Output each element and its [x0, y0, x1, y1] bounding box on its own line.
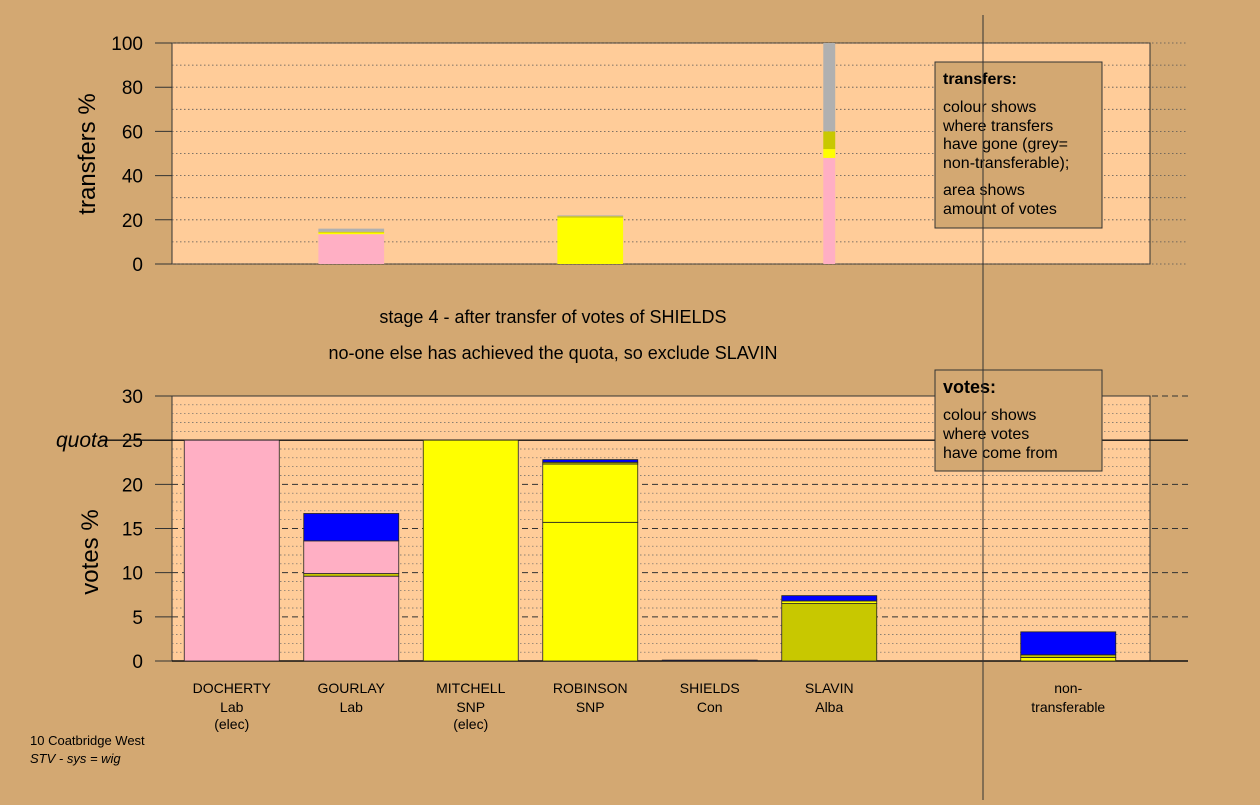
candidate-party: Con [697, 699, 723, 715]
vote-bar-segment [303, 540, 400, 574]
votes-legend-line: have come from [943, 445, 1058, 462]
vote-bar-segment [781, 595, 878, 602]
transfers-tick-label: 40 [122, 167, 143, 188]
vote-bar-segment [661, 659, 758, 662]
candidate-status: (elec) [453, 716, 488, 732]
transfer-bar-segment [318, 228, 385, 232]
transfers-legend-line: non-transferable); [943, 155, 1069, 172]
votes-axis-title: votes % [77, 509, 104, 594]
transfer-bar-segment [823, 149, 836, 158]
candidate-name: GOURLAY [318, 680, 386, 696]
stage-decision: no-one else has achieved the quota, so e… [329, 343, 778, 363]
candidate-name: ROBINSON [553, 680, 628, 696]
vote-bar-segment [542, 521, 639, 662]
votes-tick-label: 10 [122, 564, 143, 585]
vote-bar-segment [303, 513, 400, 542]
candidate-party: SNP [456, 699, 485, 715]
ward-name: 10 Coatbridge West [30, 733, 145, 748]
votes-tick-label: 30 [122, 387, 143, 408]
candidate-name: DOCHERTY [193, 680, 272, 696]
votes-legend-box: votes: colour shows where votes have com… [934, 369, 1103, 472]
votes-legend-line: where votes [942, 426, 1029, 443]
candidate-party: transferable [1031, 699, 1105, 715]
transfer-bar-segment [823, 131, 836, 150]
vote-bar-segment [422, 439, 519, 662]
votes-tick-label: 5 [132, 608, 143, 629]
candidate-status: (elec) [214, 716, 249, 732]
transfers-legend-frame [934, 61, 1103, 229]
vote-bar-segment [303, 575, 400, 662]
transfer-bar-segment [318, 234, 385, 264]
transfer-bar-segment [318, 231, 385, 233]
transfers-legend-box: transfers: colour shows where transfers … [934, 61, 1103, 229]
candidate-party: Lab [340, 699, 364, 715]
candidate-name: MITCHELL [436, 680, 505, 696]
candidate-name: SHIELDS [680, 680, 740, 696]
transfers-legend-line: where transfers [942, 118, 1053, 135]
transfers-legend-line: have gone (grey= [943, 136, 1068, 153]
votes-legend-line: colour shows [943, 407, 1036, 424]
vote-bar-segment [1020, 657, 1117, 662]
stage-description: stage 4 - after transfer of votes of SHI… [379, 307, 726, 327]
votes-tick-label: 0 [132, 652, 143, 673]
candidate-name: SLAVIN [805, 680, 854, 696]
candidate-name: non- [1054, 680, 1082, 696]
vote-bar-segment [542, 459, 639, 463]
votes-legend-frame [934, 369, 1103, 472]
transfers-tick-label: 100 [111, 34, 143, 55]
transfers-legend-line: colour shows [943, 99, 1036, 116]
transfers-tick-label: 20 [122, 211, 143, 232]
candidate-party: Alba [815, 699, 843, 715]
transfers-legend-title: transfers: [943, 71, 1017, 88]
quota-label: quota [56, 429, 109, 452]
transfer-bar-segment [318, 232, 385, 235]
votes-tick-label: 20 [122, 475, 143, 496]
transfer-bar-segment [823, 43, 836, 132]
transfers-tick-label: 80 [122, 78, 143, 99]
vote-bar-segment [1020, 631, 1117, 656]
votes-legend-title: votes: [943, 377, 996, 397]
transfer-bar-segment [823, 157, 836, 264]
vote-bar-segment [183, 439, 280, 662]
transfers-axis-title: transfers % [74, 93, 101, 214]
system-note: STV - sys = wig [30, 751, 121, 766]
transfers-legend-line: amount of votes [943, 201, 1057, 218]
vote-bar-segment [781, 603, 878, 662]
transfers-legend-line: area shows [943, 182, 1025, 199]
votes-tick-label: 25 [122, 431, 143, 452]
transfer-bar-segment [557, 216, 624, 218]
votes-tick-label: 15 [122, 520, 143, 541]
transfers-tick-label: 60 [122, 122, 143, 143]
transfers-tick-label: 0 [132, 255, 143, 276]
candidate-party: SNP [576, 699, 605, 715]
transfer-bar-segment [557, 217, 624, 264]
candidate-party: Lab [220, 699, 244, 715]
vote-bar-segment [542, 463, 639, 523]
transfer-bar-segment [557, 215, 624, 217]
